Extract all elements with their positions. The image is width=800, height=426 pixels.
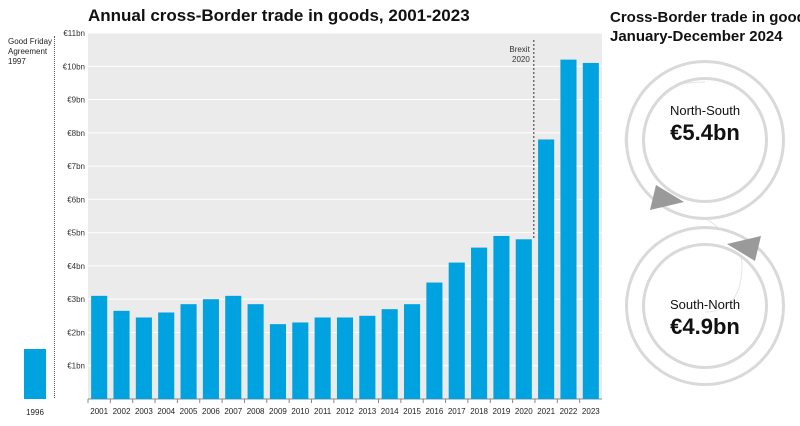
bar-2011 (314, 317, 331, 399)
brexit-label-line2: 2020 (512, 55, 530, 64)
y-axis-ticks: €1bn €2bn €3bn €4bn €5bn €6bn €7bn €8bn €9bn €10b… (63, 29, 85, 371)
x-tick-label: 2002 (113, 407, 131, 416)
x-tick-label: 2009 (269, 407, 287, 416)
gfa-label-line1: Good Friday (8, 37, 53, 46)
x-tick-label: 2013 (358, 407, 376, 416)
bar-2014 (381, 309, 398, 399)
y-tick-label: €5bn (67, 229, 85, 238)
bar-2016 (426, 282, 443, 399)
bar-2019 (493, 235, 510, 399)
north-south-label: North-South (670, 103, 740, 118)
y-tick-label: €8bn (67, 129, 85, 138)
x-tick-label: 2005 (180, 407, 198, 416)
bar-2005 (180, 304, 197, 399)
x-tick-label: 2006 (202, 407, 220, 416)
gfa-year-label: 1996 (26, 408, 44, 417)
y-tick-label: €10bn (63, 62, 85, 71)
bar-2001 (91, 295, 108, 399)
x-tick-label: 2015 (403, 407, 421, 416)
x-tick-label: 2004 (157, 407, 175, 416)
gfa-label: Good Friday Agreement 1997 (8, 37, 52, 67)
y-tick-label: €6bn (67, 195, 85, 204)
y-tick-label: €4bn (67, 262, 85, 271)
bar-2015 (403, 304, 421, 399)
bar-2022 (560, 59, 577, 399)
y-tick-label: €3bn (67, 295, 85, 304)
upper-loop-track (628, 63, 782, 217)
south-north-label: South-North (670, 297, 740, 312)
chart-title: Annual cross-Border trade in goods, 2001… (88, 6, 470, 25)
gfa-label-line3: 1997 (8, 57, 26, 66)
bar-2003 (135, 317, 152, 399)
gfa-label-line2: Agreement (8, 47, 48, 56)
x-tick-label: 2012 (336, 407, 354, 416)
y-tick-label: €11bn (63, 29, 85, 38)
x-tick-label: 2022 (560, 407, 578, 416)
bars (91, 59, 599, 400)
x-tick-label: 2019 (493, 407, 511, 416)
y-tick-label: €7bn (67, 162, 85, 171)
x-tick-label: 2007 (224, 407, 242, 416)
bar-2023 (582, 62, 599, 399)
bar-2007 (225, 295, 242, 399)
y-tick-label: €9bn (67, 96, 85, 105)
y-tick-label: €1bn (67, 362, 85, 371)
south-north-value: €4.9bn (670, 314, 740, 339)
trade-loop-graphic: North-South €5.4bn South-North €4.9bn (624, 60, 785, 386)
bar-2004 (158, 312, 175, 399)
bar-2021 (538, 139, 555, 400)
south-north-arrow-icon (727, 236, 761, 261)
bar-2002 (113, 310, 130, 399)
x-tick-label: 2021 (537, 407, 555, 416)
bar-2008 (247, 304, 264, 399)
bar-2006 (202, 299, 219, 399)
x-tick-label: 2011 (314, 407, 332, 416)
x-tick-label: 2020 (515, 407, 533, 416)
north-south-value: €5.4bn (670, 120, 740, 145)
bar-2018 (471, 247, 488, 399)
gfa-divider (54, 36, 55, 398)
lower-loop-track (628, 229, 782, 383)
side-panel-title: Cross-Border trade in goods, January-Dec… (610, 8, 800, 46)
x-tick-label: 2018 (470, 407, 488, 416)
x-tick-label: 2014 (381, 407, 399, 416)
gfa-bar-1996 (24, 349, 46, 399)
x-tick-label: 2010 (291, 407, 309, 416)
x-axis-ticks: 2001 2002 2003 2004 2005 2006 2007 2008 2009 2010… (87, 399, 600, 416)
y-tick-label: €2bn (67, 328, 85, 337)
x-tick-label: 2003 (135, 407, 153, 416)
brexit-label-line1: Brexit (509, 45, 530, 54)
x-tick-label: 2017 (448, 407, 466, 416)
north-south-arrow-icon (650, 185, 684, 210)
bar-2017 (448, 262, 465, 399)
x-tick-label: 2008 (247, 407, 265, 416)
x-tick-label: 2023 (582, 407, 600, 416)
side-title-line2: January-December 2024 (610, 28, 783, 45)
x-tick-label: 2001 (90, 407, 108, 416)
side-title-line1: Cross-Border trade in goods, (610, 9, 800, 26)
bar-2012 (336, 317, 354, 399)
x-tick-label: 2016 (425, 407, 443, 416)
bar-2009 (269, 324, 287, 399)
bar-2013 (359, 315, 376, 399)
bar-2020 (515, 239, 532, 399)
bar-2010 (292, 322, 309, 399)
